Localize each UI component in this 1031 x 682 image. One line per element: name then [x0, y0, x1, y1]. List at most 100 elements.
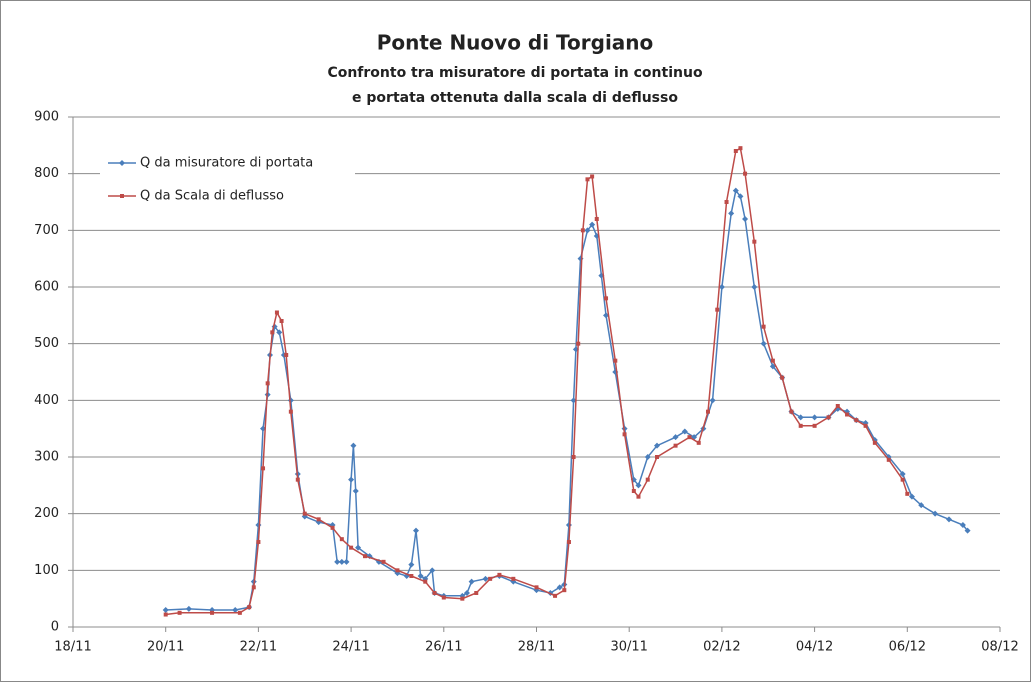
- marker: [355, 544, 362, 551]
- marker: [959, 522, 966, 528]
- marker: [709, 397, 716, 404]
- chart-subtitle: e portata ottenuta dalla scala di deflus…: [352, 90, 678, 106]
- marker: [604, 296, 609, 301]
- marker: [631, 489, 636, 493]
- marker: [338, 558, 345, 565]
- marker: [429, 567, 436, 574]
- x-tick-label: 30/11: [610, 640, 647, 655]
- marker: [738, 146, 743, 151]
- marker: [863, 423, 868, 428]
- legend-marker: [120, 194, 124, 198]
- marker: [696, 440, 701, 445]
- y-tick-label: 100: [34, 563, 59, 578]
- marker: [644, 454, 651, 460]
- marker: [728, 210, 735, 217]
- marker: [261, 466, 266, 471]
- marker: [417, 573, 424, 579]
- marker: [247, 605, 252, 610]
- marker: [339, 537, 344, 542]
- marker: [733, 149, 738, 153]
- marker: [553, 593, 558, 598]
- marker: [441, 595, 446, 600]
- marker: [474, 591, 479, 595]
- y-tick-label: 400: [34, 393, 59, 408]
- marker: [812, 423, 817, 428]
- x-tick-label: 20/11: [147, 640, 184, 655]
- marker: [585, 177, 590, 182]
- marker: [177, 610, 182, 615]
- marker: [900, 477, 905, 482]
- marker: [908, 493, 915, 500]
- marker: [343, 558, 350, 565]
- x-tick-label: 02/12: [703, 640, 740, 655]
- y-tick-label: 700: [34, 223, 59, 238]
- marker: [826, 415, 831, 420]
- marker: [460, 596, 465, 601]
- legend-box: [100, 148, 355, 214]
- marker: [488, 576, 493, 581]
- legend-label: Q da Scala di deflusso: [140, 189, 284, 204]
- marker: [752, 239, 757, 244]
- marker: [655, 455, 660, 459]
- marker: [789, 409, 794, 414]
- legend-marker: [119, 160, 125, 166]
- marker: [636, 494, 641, 499]
- marker: [363, 554, 368, 559]
- marker: [412, 527, 419, 534]
- marker: [780, 375, 785, 380]
- y-tick-label: 600: [34, 280, 59, 295]
- x-tick-label: 28/11: [518, 640, 555, 655]
- marker: [349, 545, 354, 550]
- marker: [295, 477, 300, 482]
- series-line: [165, 146, 909, 616]
- marker: [622, 432, 627, 437]
- y-tick-label: 500: [34, 336, 59, 351]
- marker: [872, 440, 877, 445]
- marker: [284, 353, 289, 357]
- marker: [797, 414, 804, 421]
- marker: [737, 193, 744, 200]
- marker: [566, 540, 571, 544]
- marker: [185, 605, 192, 612]
- marker: [672, 434, 679, 441]
- marker: [635, 482, 642, 489]
- marker: [270, 330, 275, 335]
- marker: [654, 442, 661, 449]
- chart-title: Ponte Nuovo di Torgiano: [377, 31, 654, 55]
- y-tick-label: 0: [51, 620, 59, 635]
- x-tick-label: 08/12: [981, 640, 1018, 655]
- legend-label: Q da misuratore di portata: [140, 156, 313, 171]
- marker: [423, 579, 428, 584]
- marker: [770, 358, 775, 363]
- marker: [811, 414, 818, 421]
- marker: [570, 397, 577, 404]
- marker: [613, 358, 618, 363]
- y-tick-label: 900: [34, 110, 59, 125]
- marker: [381, 559, 386, 564]
- marker: [760, 340, 767, 347]
- marker: [274, 310, 279, 315]
- marker: [594, 217, 599, 221]
- marker: [256, 540, 261, 544]
- chart-subtitle: Confronto tra misuratore di portata in c…: [327, 65, 703, 81]
- marker: [562, 588, 567, 593]
- marker: [534, 585, 539, 590]
- marker: [288, 409, 293, 414]
- marker: [590, 174, 595, 179]
- marker: [946, 516, 953, 523]
- marker: [899, 471, 906, 477]
- marker: [742, 216, 749, 222]
- marker: [576, 341, 581, 346]
- marker: [645, 477, 650, 482]
- marker: [511, 576, 516, 581]
- marker: [932, 510, 939, 517]
- y-tick-label: 200: [34, 506, 59, 521]
- marker: [589, 221, 596, 228]
- x-tick-label: 26/11: [425, 640, 462, 655]
- marker: [409, 574, 414, 578]
- marker: [497, 572, 502, 577]
- marker: [265, 381, 270, 386]
- marker: [302, 511, 307, 516]
